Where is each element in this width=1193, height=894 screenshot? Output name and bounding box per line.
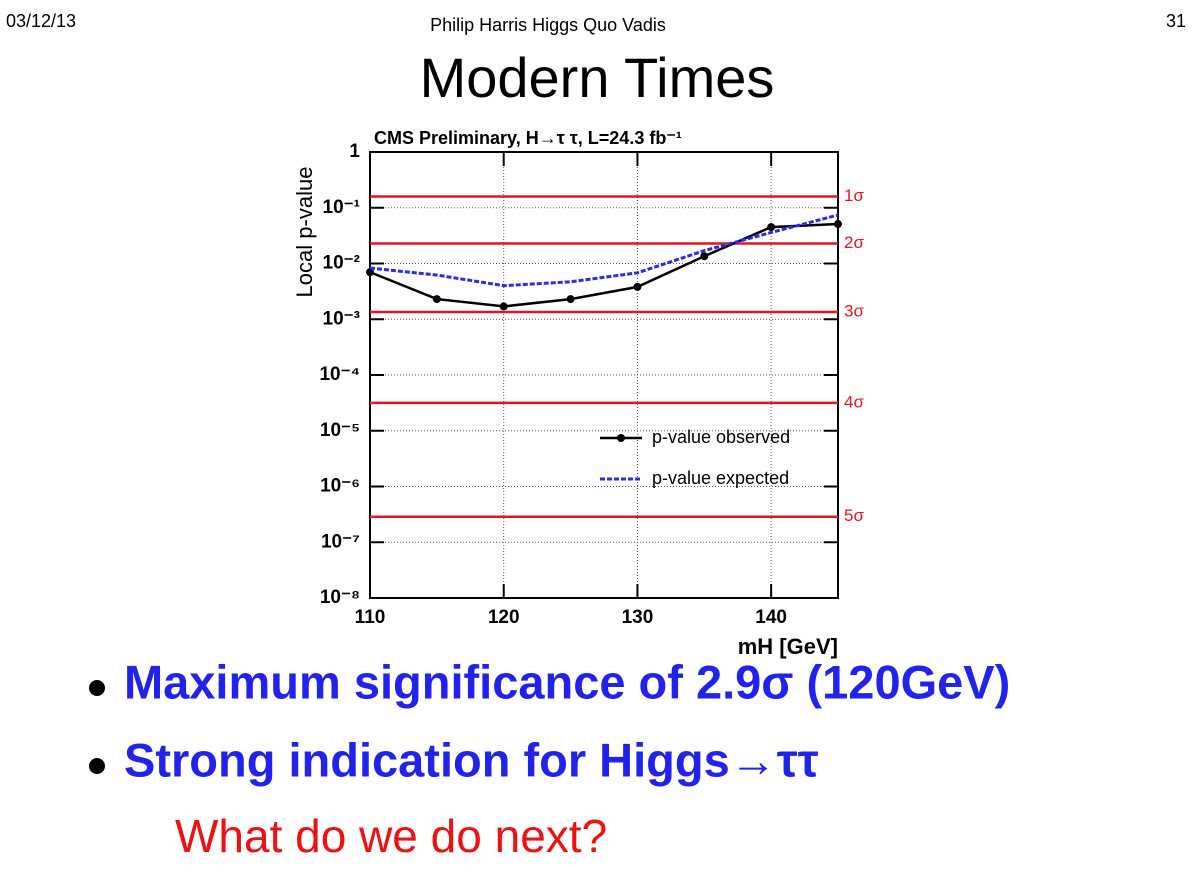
legend-label: p-value observed xyxy=(652,427,790,447)
x-axis-label: mH [GeV] xyxy=(738,634,838,659)
sigma-label: 4σ xyxy=(844,392,864,411)
y-tick-label: 10⁻¹ xyxy=(323,197,361,218)
y-tick-label: 10⁻⁴ xyxy=(319,364,360,385)
x-tick-label: 120 xyxy=(488,607,520,628)
y-tick-label: 10⁻² xyxy=(323,253,361,274)
bullet: Maximum significance of 2.9σ (120GeV) xyxy=(124,655,1010,708)
chart-title: CMS Preliminary, H→τ τ, L=24.3 fb⁻¹ xyxy=(374,128,682,148)
bullet-dot xyxy=(89,758,105,774)
data-point xyxy=(366,268,374,277)
data-point xyxy=(432,295,441,304)
x-tick-label: 140 xyxy=(755,607,787,628)
y-tick-label: 10⁻⁸ xyxy=(320,587,360,608)
note: What do we do next? xyxy=(175,810,607,862)
page-number: 31 xyxy=(1166,11,1186,31)
date: 03/12/13 xyxy=(6,11,76,31)
sigma-label: 5σ xyxy=(844,506,864,525)
data-point xyxy=(700,252,709,261)
y-axis-label: Local p-value xyxy=(292,167,317,298)
series-line xyxy=(369,222,839,308)
data-point xyxy=(633,282,642,291)
bullet-dot xyxy=(89,680,105,696)
legend-marker xyxy=(617,434,625,442)
sigma-label: 1σ xyxy=(844,186,864,205)
y-tick-label: 1 xyxy=(349,141,360,162)
x-tick-label: 130 xyxy=(622,607,654,628)
slide-title: Modern Times xyxy=(420,46,775,109)
data-point xyxy=(499,302,508,311)
sigma-label: 2σ xyxy=(844,233,864,252)
data-point xyxy=(767,223,776,232)
plot-frame xyxy=(369,151,839,599)
x-tick-label: 110 xyxy=(355,607,386,628)
bullet: Strong indication for Higgs→ττ xyxy=(124,733,819,786)
y-tick-label: 10⁻⁷ xyxy=(321,531,360,552)
y-tick-label: 10⁻⁶ xyxy=(320,476,360,497)
header: Philip Harris Higgs Quo Vadis xyxy=(430,15,666,35)
series-line xyxy=(369,213,839,288)
data-point xyxy=(834,220,842,229)
data-point xyxy=(566,295,575,304)
sigma-label: 3σ xyxy=(844,301,864,320)
legend-label: p-value expected xyxy=(652,468,789,488)
y-tick-label: 10⁻⁵ xyxy=(320,420,360,441)
y-tick-label: 10⁻³ xyxy=(323,308,361,329)
